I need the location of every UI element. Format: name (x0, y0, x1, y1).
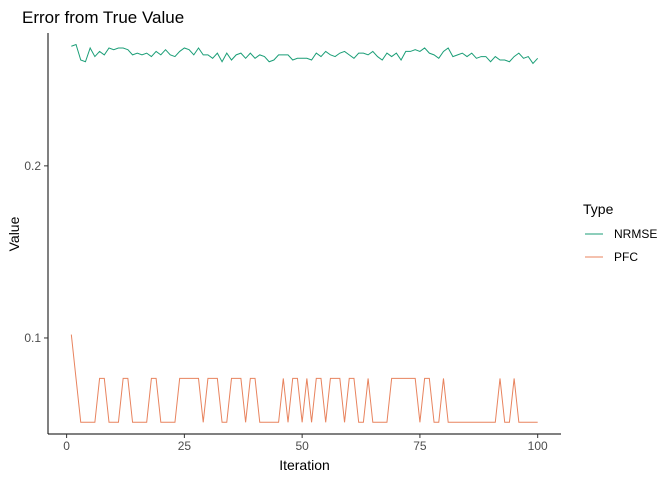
y-axis-title: Value (6, 216, 22, 251)
x-tick-label: 75 (413, 439, 427, 453)
plot-panel: 0 25 50 75 100 0.1 0.2 (24, 33, 561, 453)
x-tick-label: 25 (178, 439, 192, 453)
x-tick-label: 0 (63, 439, 70, 453)
x-tick-label: 100 (528, 439, 548, 453)
series-line-nrmse (71, 43, 539, 65)
legend: Type NRMSE PFC (583, 201, 657, 264)
series-layer (70, 43, 539, 423)
y-ticks: 0.1 0.2 (24, 159, 48, 345)
x-ticks: 0 25 50 75 100 (63, 434, 548, 453)
chart-title: Error from True Value (22, 8, 184, 27)
legend-label-pfc: PFC (614, 250, 638, 264)
legend-item-nrmse: NRMSE (585, 227, 657, 241)
legend-item-pfc: PFC (585, 250, 638, 264)
series-line-pfc (70, 334, 538, 423)
x-tick-label: 50 (295, 439, 309, 453)
x-axis-title: Iteration (279, 457, 330, 473)
legend-label-nrmse: NRMSE (614, 227, 657, 241)
y-tick-label: 0.2 (24, 159, 41, 173)
legend-title: Type (583, 201, 614, 217)
y-tick-label: 0.1 (24, 331, 41, 345)
